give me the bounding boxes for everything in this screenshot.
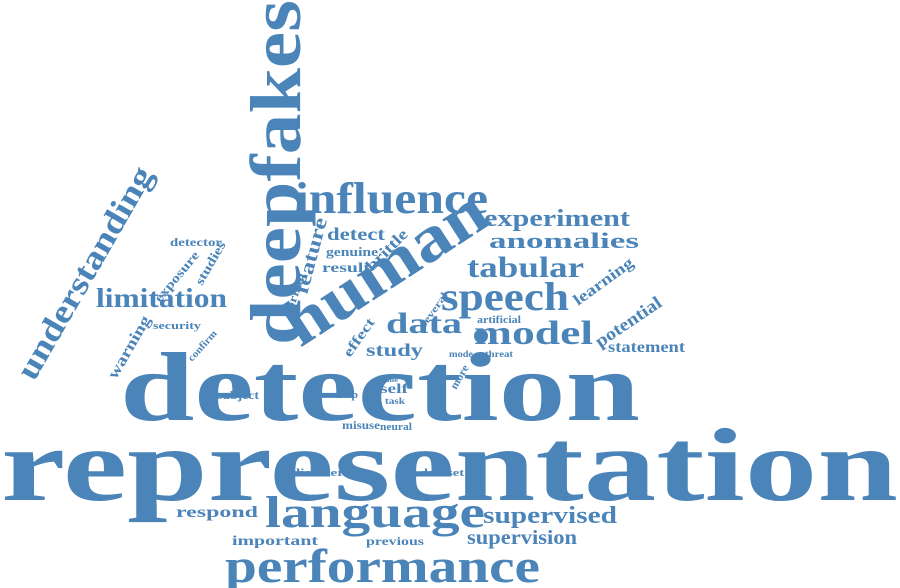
word-result: result bbox=[322, 261, 370, 276]
word-misuse: misuse bbox=[342, 418, 381, 432]
word-limitation: limitation bbox=[96, 283, 227, 313]
word-representation: representation bbox=[1, 408, 898, 523]
word-influence: influence bbox=[295, 174, 488, 223]
word-security: security bbox=[153, 320, 202, 332]
word-subject: subject bbox=[217, 388, 259, 402]
word-tabular: tabular bbox=[467, 251, 584, 284]
word-detection: detection bbox=[120, 334, 640, 442]
word-genuine: genuine bbox=[326, 244, 378, 259]
word-neural: neural bbox=[380, 421, 412, 433]
word-study: study bbox=[366, 340, 423, 360]
word-model: model bbox=[474, 315, 593, 352]
word-speech: speech bbox=[441, 274, 569, 319]
word-mode: mode bbox=[449, 349, 473, 359]
word-detect: detect bbox=[327, 224, 385, 244]
word-task: task bbox=[385, 396, 405, 406]
word-help: help bbox=[336, 390, 359, 401]
word-threat: threat bbox=[485, 349, 513, 359]
word-self: self bbox=[380, 382, 408, 397]
word-performance: performance bbox=[225, 540, 540, 588]
word-important: important bbox=[232, 534, 318, 549]
word-previous: previous bbox=[366, 534, 424, 548]
word-deepfakes: deepfakes bbox=[236, 0, 316, 345]
word-experiment: experiment bbox=[484, 206, 630, 232]
word-detector: detector bbox=[170, 235, 223, 249]
word-listener: listener bbox=[296, 467, 344, 479]
dot-mark bbox=[474, 329, 488, 343]
word-time: time bbox=[382, 376, 398, 384]
word-dataset: dataset bbox=[420, 467, 464, 479]
word-anomalies: anomalies bbox=[489, 228, 640, 253]
word-language: language bbox=[265, 488, 485, 537]
word-supervision: supervision bbox=[467, 527, 577, 549]
word-statement: statement bbox=[608, 339, 686, 356]
word-supervised: supervised bbox=[483, 503, 618, 529]
word-artificial: artificial bbox=[477, 314, 521, 326]
word-respond: respond bbox=[176, 504, 258, 521]
word-data: data bbox=[386, 307, 462, 340]
